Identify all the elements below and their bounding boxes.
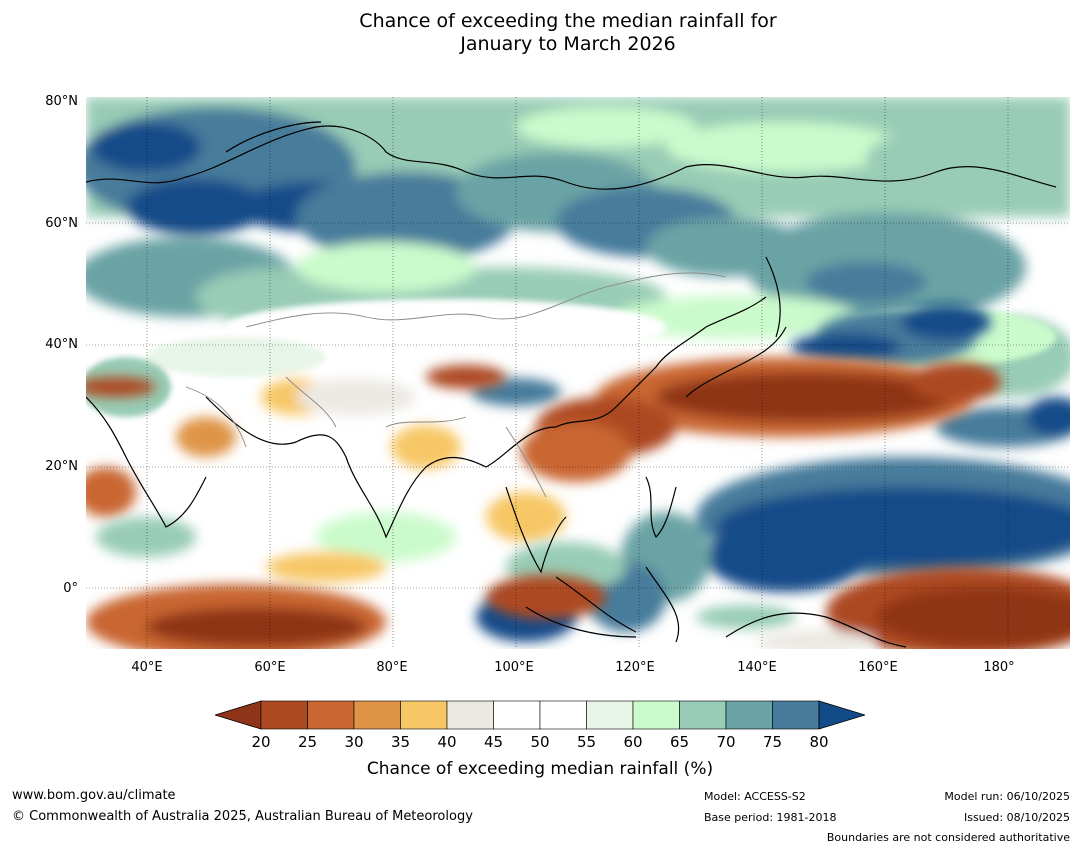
boundary-disclaimer: Boundaries are not considered authoritat… [826, 831, 1070, 844]
colorbar-bin-45-50 [493, 700, 541, 730]
lon-label-100e: 100°E [494, 660, 534, 675]
map-canvas [86, 97, 1070, 649]
lon-label-160e: 160°E [858, 660, 898, 675]
colorbar-bin-70-75 [725, 700, 773, 730]
colorbar-tick: 75 [762, 733, 783, 751]
colorbar-tick: 60 [623, 733, 643, 751]
colorbar-tick: 25 [297, 733, 318, 751]
colorbar-bin-65-70 [679, 700, 727, 730]
colorbar-tick: 45 [483, 733, 504, 751]
colorbar-bin-20-25 [260, 700, 308, 730]
lon-label-40e: 40°E [131, 660, 163, 675]
country-borders [185, 272, 727, 498]
colorbar-tick: 65 [669, 733, 690, 751]
colorbar-tick: 30 [344, 733, 364, 751]
colorbar-tick: 20 [251, 733, 271, 751]
northern-wet-field [86, 97, 1070, 397]
lon-label-80e: 80°E [376, 660, 408, 675]
colorbar-tick: 35 [390, 733, 411, 751]
colorbar-high-extension [818, 700, 865, 730]
map-title: Chance of exceeding the median rainfall … [0, 10, 1081, 56]
rainfall-outlook-map [86, 97, 1070, 649]
model-run-date: Model run: 06/10/2025 [944, 790, 1070, 803]
colorbar-tick: 55 [576, 733, 597, 751]
model-name: Model: ACCESS-S2 [704, 790, 806, 803]
lat-label-60n: 60°N [45, 216, 78, 231]
copyright-notice: © Commonwealth of Australia 2025, Austra… [12, 809, 473, 824]
colorbar-tick: 70 [716, 733, 736, 751]
east-asia-dry-band [86, 357, 1001, 542]
colorbar-bin-40-45 [446, 700, 494, 730]
colorbar-bin-25-30 [307, 700, 355, 730]
colorbar [215, 700, 865, 730]
colorbar-bin-55-60 [586, 700, 634, 730]
lon-label-120e: 120°E [615, 660, 655, 675]
colorbar-bin-50-55 [539, 700, 587, 730]
colorbar-bin-30-35 [353, 700, 401, 730]
base-period: Base period: 1981-2018 [704, 811, 837, 824]
lat-label-0: 0° [63, 581, 78, 596]
tropical-pacific-wet [96, 457, 1070, 642]
colorbar-bin-35-40 [400, 700, 448, 730]
map-title-line-1: Chance of exceeding the median rainfall … [359, 10, 777, 32]
colorbar-low-extension [215, 700, 262, 730]
lat-label-80n: 80°N [45, 94, 78, 109]
coastlines [86, 121, 1057, 648]
colorbar-label: Chance of exceeding median rainfall (%) [366, 759, 714, 779]
lat-label-20n: 20°N [45, 459, 78, 474]
source-url: www.bom.gov.au/climate [12, 788, 176, 803]
colorbar-bin-60-65 [632, 700, 680, 730]
graticule [86, 97, 1070, 649]
lon-label-180: 180° [983, 660, 1015, 675]
colorbar-tick: 40 [437, 733, 457, 751]
issued-date: Issued: 08/10/2025 [963, 811, 1070, 824]
lon-label-60e: 60°E [254, 660, 286, 675]
southern-dry-band [86, 552, 1070, 649]
colorbar-bin-75-80 [772, 700, 820, 730]
north-pacific-wet [471, 304, 1070, 447]
lat-label-40n: 40°N [45, 337, 78, 352]
map-title-line-2: January to March 2026 [460, 33, 676, 55]
colorbar-tick: 50 [530, 733, 550, 751]
colorbar-tick: 80 [809, 733, 829, 751]
lon-label-140e: 140°E [737, 660, 777, 675]
